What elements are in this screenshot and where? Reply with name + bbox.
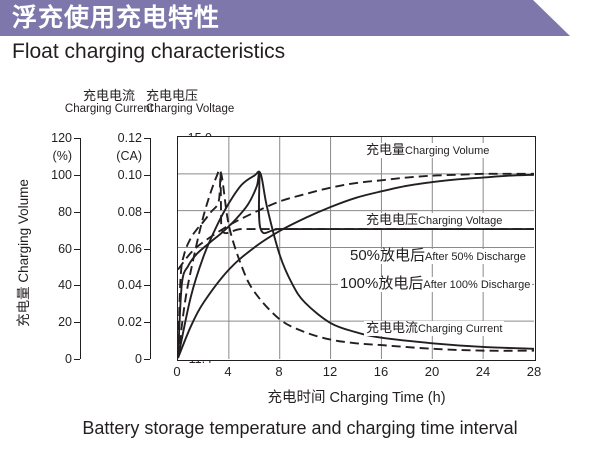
page-caption: Battery storage temperature and charging… [82,418,518,438]
col-current-tick-4: 0.04 [117,278,142,293]
header-band-shape [0,0,570,36]
volume-scale: 120 100 80 60 40 20 0 (%) [0,0,72,366]
col-current-tick-1: 0.10 [117,167,142,182]
axis-spine [80,138,81,359]
col-volume-tick-4: 40 [58,278,72,293]
current-axis-heading: 充电电流 Charging Current [50,88,168,116]
x-tick-24: 24 [475,364,491,379]
header-title-cn: 浮充使用充电特性 [12,4,221,32]
axis-tick [144,211,150,213]
x-tick-0: 0 [173,364,181,379]
chart-curves [178,137,534,359]
label-charging-current-cn: 充电电流 [366,320,419,335]
col-current-tick-5: 0.02 [117,315,142,330]
axis-tick [144,138,150,139]
label-charging-voltage: 充电电压Charging Voltage [364,212,505,228]
axis-tick [144,285,150,287]
col-current-tick-2: 0.08 [117,204,142,219]
axis-tick [74,174,80,176]
voltage-axis-heading-cn: 充电电压 [146,88,199,103]
col-current-tick-0: 0.12 [117,131,142,145]
axis-tick [74,248,80,250]
col-current-tick-6: 0 [135,352,142,366]
col-current-tick-3: 0.06 [117,241,142,256]
label-charging-current: 充电电流Charging Current [364,320,505,336]
col-volume-tick-1: 100 [51,167,72,182]
header-band: 浮充使用充电特性 [0,0,600,36]
voltage-scale: 15.014.413.813.212.612.011.4(V) [0,0,212,366]
axis-tick [144,322,150,324]
legend-after-100-discharge-en: After 100% Discharge [423,279,531,291]
axis-tick [74,211,80,213]
legend-after-100-discharge-cn: 100%放电后 [340,275,424,292]
axis-tick [74,138,80,139]
axis-tick [144,174,150,176]
series-charging-current-after-100-discharge [178,170,534,359]
x-axis-title: 充电时间 Charging Time (h) [267,390,446,406]
label-charging-voltage-cn: 充电电压 [366,212,419,227]
x-tick-28: 28 [526,364,542,379]
current-axis-heading-en: Charging Current [64,103,154,115]
series-charging-volume-after-100-discharge [178,173,534,359]
col-volume-tick-3: 60 [58,241,72,256]
voltage-axis-heading-en: Charging Voltage [146,103,235,115]
axis-tick [74,285,80,287]
current-axis-heading-cn: 充电电流 [82,88,135,103]
y-axis-title: 充电量 Charging Volume [16,179,31,327]
col-volume-tick-6: 0 [65,352,72,366]
legend-after-50-discharge-cn: 50%放电后 [350,247,426,264]
chart-plot-area: 充电量Charging Volume 充电电压Charging Voltage … [177,136,536,361]
axis-tick [144,359,150,360]
series-charging-current-after-50-discharge [178,168,534,359]
axis-tick [144,248,150,250]
x-tick-20: 20 [424,364,440,379]
x-tick-8: 8 [275,364,283,379]
axis-spine [150,138,151,359]
axis-tick [74,322,80,324]
col-current-unit: (CA) [116,149,142,164]
col-volume-tick-5: 20 [58,315,72,330]
header-title-en: Float charging characteristics [12,40,286,63]
label-charging-volume: 充电量Charging Volume [364,142,492,158]
current-scale: 0.12 0.10 0.08 0.06 0.04 0.02 0 (CA) [0,0,142,366]
legend-after-100-discharge: 100%放电后After 100% Discharge [338,275,533,292]
axis-tick [74,359,80,360]
label-charging-volume-cn: 充电量 [366,142,406,157]
col-volume-unit: (%) [52,149,72,164]
label-charging-current-en: Charging Current [418,323,503,335]
x-tick-4: 4 [224,364,232,379]
voltage-axis-heading: 充电电压 Charging Voltage [146,88,286,116]
col-volume-tick-0: 120 [51,131,72,145]
legend-after-50-discharge-en: After 50% Discharge [425,251,526,263]
legend-after-50-discharge: 50%放电后After 50% Discharge [348,247,528,264]
col-volume-tick-2: 80 [58,204,72,219]
series-charging-volume-after-50-discharge [178,172,534,271]
label-charging-voltage-en: Charging Voltage [418,215,503,227]
x-tick-12: 12 [322,364,338,379]
x-tick-16: 16 [373,364,389,379]
label-charging-volume-en: Charging Volume [405,145,490,157]
